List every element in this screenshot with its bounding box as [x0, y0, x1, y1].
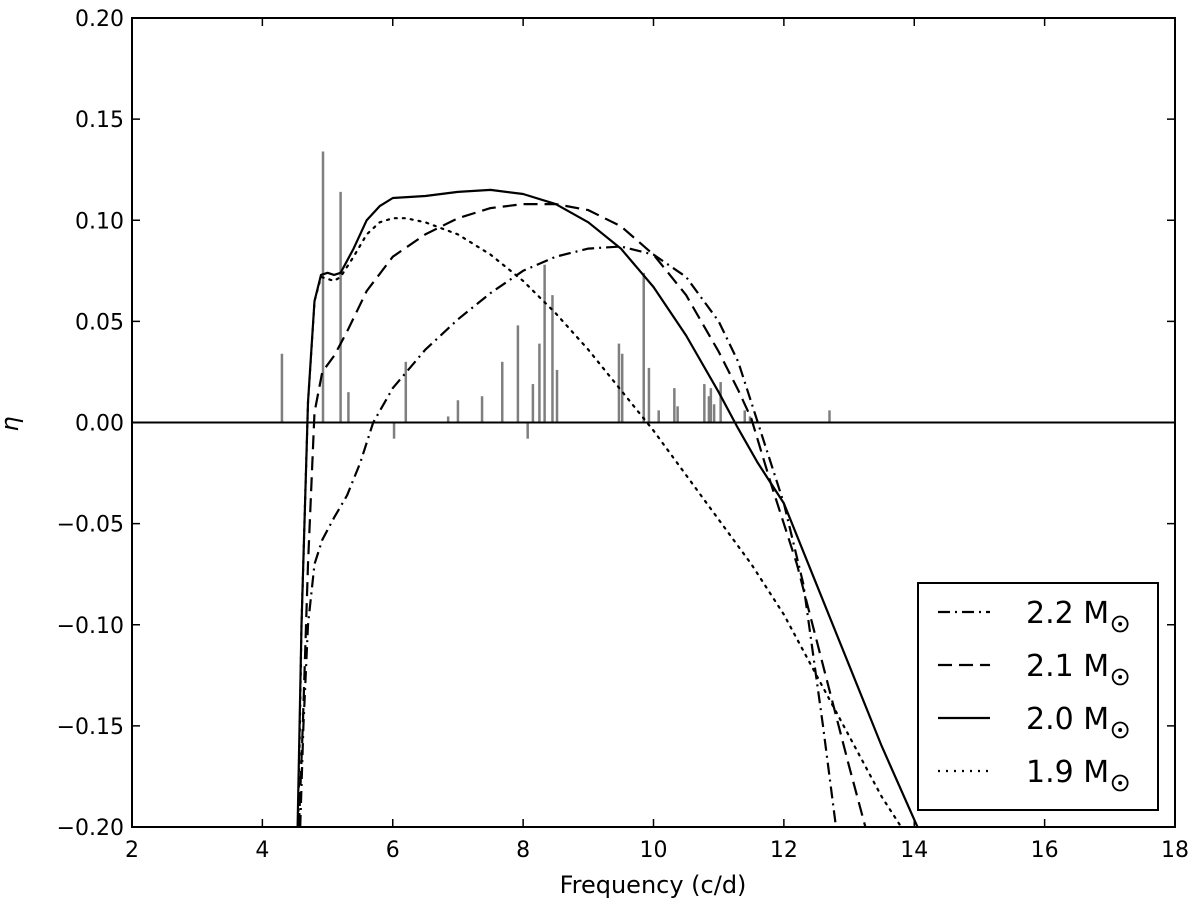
- legend-label-2: 2.0 M: [1026, 702, 1109, 737]
- sun-symbol-dot: [1118, 781, 1123, 785]
- y-tick-label-5: 0.05: [75, 310, 124, 335]
- y-tick-label-3: −0.05: [57, 513, 124, 538]
- y-tick-label-6: 0.10: [75, 209, 124, 234]
- legend: 2.2 M 2.1 M 2.0 M 1.9 M: [917, 582, 1159, 811]
- x-tick-label-2: 6: [386, 838, 400, 863]
- x-axis: 2 4 6 8 10 12 14 16 18: [125, 18, 1189, 863]
- x-tick-label-6: 14: [900, 838, 928, 863]
- sun-symbol-icon: [1111, 668, 1129, 686]
- legend-label-1: 2.1 M: [1026, 649, 1109, 684]
- y-tick-label-1: −0.15: [57, 715, 124, 740]
- y-axis: −0.20 −0.15 −0.10 −0.05 0.00 0.05 0.10 0.15 0.20: [57, 7, 1175, 841]
- x-tick-label-4: 10: [640, 838, 668, 863]
- series-line-3: [297, 217, 903, 827]
- y-axis-title: η: [0, 416, 24, 431]
- y-tick-label-4: 0.00: [75, 412, 124, 437]
- x-axis-title: Frequency (c/d): [560, 871, 747, 899]
- x-tick-label-5: 12: [770, 838, 798, 863]
- x-tick-label-3: 8: [516, 838, 530, 863]
- y-tick-label-7: 0.15: [75, 108, 124, 133]
- sun-symbol-dot: [1118, 728, 1123, 732]
- y-tick-label-8: 0.20: [75, 7, 124, 32]
- legend-label-3: 1.9 M: [1026, 755, 1109, 790]
- stems-layer: [280, 151, 831, 439]
- y-tick-label-2: −0.10: [57, 614, 124, 639]
- legend-label-0: 2.2 M: [1026, 596, 1109, 631]
- sun-symbol-dot: [1118, 622, 1123, 626]
- y-tick-label-0: −0.20: [57, 816, 124, 841]
- x-tick-label-8: 18: [1161, 838, 1189, 863]
- sun-symbol-dot: [1118, 675, 1123, 679]
- series-line-0: [299, 245, 838, 827]
- legend-box: [917, 582, 1159, 811]
- sun-symbol-icon: [1111, 615, 1129, 633]
- x-tick-label-7: 16: [1031, 838, 1059, 863]
- x-tick-label-0: 2: [125, 838, 139, 863]
- series-line-2: [296, 188, 919, 827]
- sun-symbol-icon: [1111, 774, 1129, 792]
- series-layer: [296, 188, 919, 827]
- sun-symbol-icon: [1111, 721, 1129, 739]
- x-tick-label-1: 4: [255, 838, 269, 863]
